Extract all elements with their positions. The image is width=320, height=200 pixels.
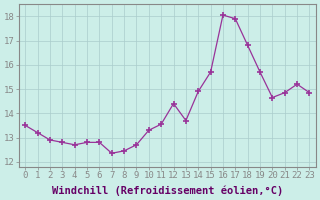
X-axis label: Windchill (Refroidissement éolien,°C): Windchill (Refroidissement éolien,°C)	[52, 185, 283, 196]
